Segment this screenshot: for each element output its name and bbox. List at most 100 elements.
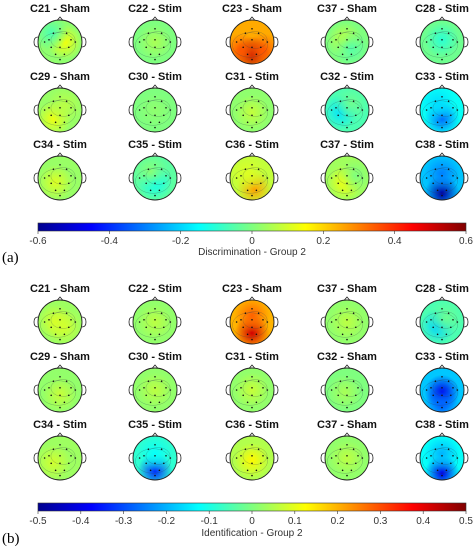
- panel-b-colorbar: -0.5 -0.4 -0.3 -0.2 -0.1 0 0.1 0.2 0.3 0.4 0.5 Ide…: [29, 502, 473, 539]
- electrode-dot: [337, 182, 340, 185]
- contour-line: [337, 99, 363, 117]
- electrode-dot: [430, 387, 432, 389]
- topomap-title: C30 - Stim: [128, 71, 182, 83]
- contour-line: [432, 447, 458, 465]
- electrode-dot: [257, 32, 260, 34]
- head-left-ear: [225, 452, 231, 464]
- electrode-dot: [251, 114, 253, 117]
- topomap-a-3-3: C36 - Stim: [225, 139, 279, 201]
- electrode-dot: [70, 107, 72, 109]
- topomap-a-2-1: C29 - Sham: [30, 71, 90, 133]
- activity-blob: [42, 376, 78, 412]
- electrode-dot: [242, 182, 244, 185]
- electrode-dot: [432, 326, 435, 329]
- contour-line: [135, 380, 171, 406]
- electrode-dot: [441, 308, 443, 310]
- panel-a-colorbar-bar: [37, 222, 467, 232]
- electrode-dot: [235, 177, 238, 179]
- electrode-dot: [441, 376, 443, 378]
- colorbar-tick-label: -0.3: [115, 516, 133, 527]
- electrode-dot: [251, 164, 253, 166]
- electrode-dot: [255, 401, 258, 404]
- electrode-dot: [54, 401, 57, 404]
- head-nose: [151, 84, 159, 89]
- head-outline: [37, 435, 83, 481]
- electrode-dot: [169, 457, 172, 459]
- electrode-dot: [357, 175, 359, 177]
- electrode-dot: [425, 321, 428, 323]
- electrode-dot: [48, 319, 50, 321]
- electrode-dot: [154, 338, 156, 341]
- electrode-dot: [163, 46, 165, 49]
- head-outline: [229, 155, 275, 201]
- electrode-dot: [59, 46, 61, 49]
- electrode-dot: [425, 389, 428, 391]
- electrode-dot: [154, 164, 156, 166]
- electrode-dot: [59, 308, 61, 310]
- electrode-dot: [169, 109, 172, 111]
- electrode-dot: [357, 387, 359, 389]
- head-outline: [37, 155, 83, 201]
- head-nose: [248, 84, 256, 89]
- head-nose: [56, 432, 64, 437]
- electrode-dot: [432, 46, 435, 49]
- electrode-dot: [59, 194, 61, 197]
- contour-line: [50, 99, 76, 117]
- scalp-map-activity: [327, 440, 365, 476]
- head-left-ear: [415, 36, 421, 48]
- head-nose: [151, 364, 159, 369]
- electrode-dot: [355, 114, 357, 117]
- head-right-ear: [81, 452, 87, 464]
- electrode-dot: [158, 189, 161, 192]
- electrode-dot: [235, 389, 238, 391]
- electrode-dot: [251, 376, 253, 378]
- electrode-dot: [260, 462, 262, 465]
- scalp-map-activity: [232, 300, 270, 344]
- head-right-ear: [463, 452, 469, 464]
- head-right-ear: [368, 104, 374, 116]
- colorbar-tick-label: -0.5: [29, 516, 47, 527]
- topomap-b-2-1: C29 - Sham: [30, 351, 90, 413]
- head-right-ear: [81, 36, 87, 48]
- electrode-dot: [251, 326, 253, 329]
- electrode-dot: [445, 121, 448, 124]
- electrode-dot: [160, 32, 163, 34]
- electrode-dot: [154, 114, 156, 117]
- electrode-dot: [242, 114, 244, 117]
- contour-line: [40, 168, 76, 194]
- electrode-dot: [59, 455, 61, 457]
- head-outline: [229, 87, 275, 133]
- electrode-dot: [447, 380, 450, 383]
- scalp-map-activity: [38, 88, 82, 132]
- electrode-dot: [441, 194, 443, 197]
- electrode-dot: [147, 448, 150, 451]
- electrode-dot: [54, 189, 57, 192]
- electrode-dot: [63, 333, 66, 336]
- contour-line: [50, 447, 76, 465]
- head-outline: [229, 435, 275, 481]
- head-outline: [132, 87, 178, 133]
- electrode-dot: [240, 455, 242, 457]
- electrode-dot: [251, 58, 253, 61]
- electrode-dot: [50, 462, 52, 465]
- electrode-dot: [436, 53, 439, 56]
- head-nose: [343, 16, 351, 21]
- electrode-dot: [246, 469, 249, 472]
- head-left-ear: [33, 384, 39, 396]
- electrode-dot: [154, 126, 156, 129]
- electrode-dot: [143, 107, 145, 109]
- activity-blob: [137, 372, 173, 408]
- electrode-dot: [436, 469, 439, 472]
- contour-line: [135, 168, 171, 194]
- electrode-dot: [335, 175, 337, 177]
- electrode-dot: [158, 469, 161, 472]
- head-outline: [324, 19, 370, 65]
- electrode-dot: [456, 177, 459, 179]
- electrode-dot: [59, 114, 61, 117]
- electrode-dot: [244, 448, 247, 451]
- contour-line: [327, 312, 363, 338]
- electrode-dot: [59, 406, 61, 409]
- contour-line: [50, 31, 76, 49]
- electrode-dot: [346, 114, 348, 117]
- topomap-title: C28 - Stim: [415, 283, 469, 295]
